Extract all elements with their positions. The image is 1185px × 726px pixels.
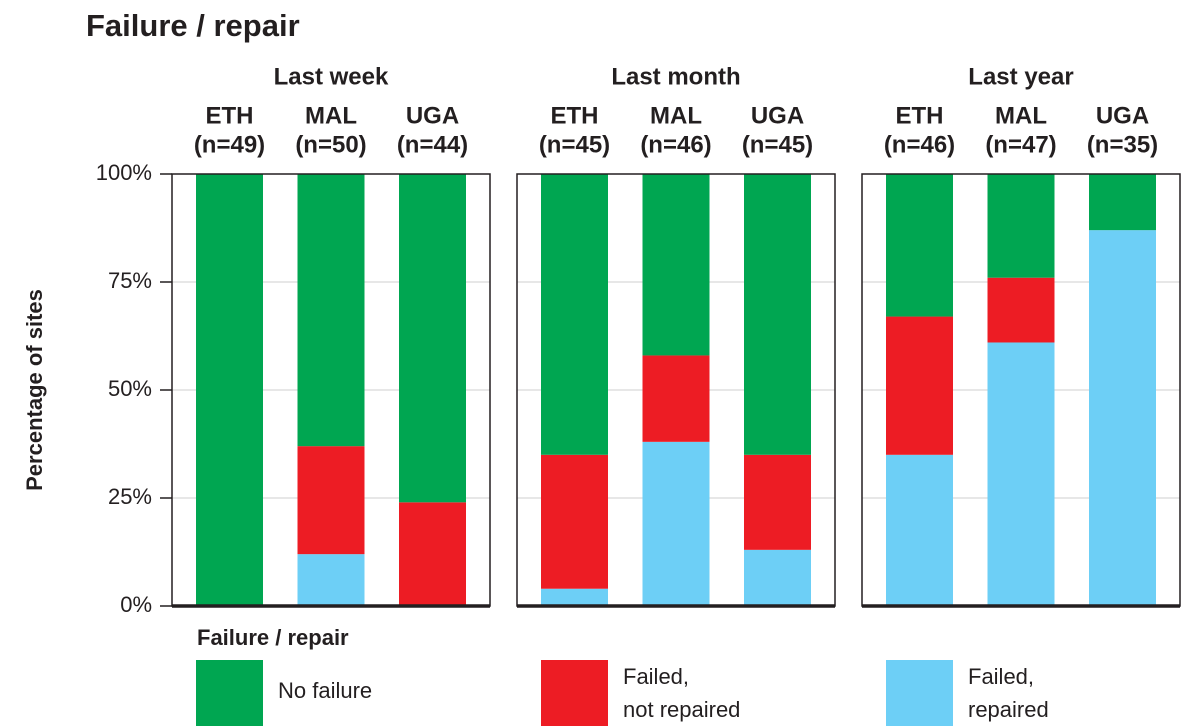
legend-label: not repaired bbox=[623, 697, 740, 722]
bar-segment bbox=[297, 174, 365, 447]
bar-segment bbox=[196, 174, 263, 606]
bar-segment bbox=[297, 446, 365, 555]
sample-size-label: (n=45) bbox=[539, 131, 610, 158]
bar-segment bbox=[744, 174, 811, 455]
y-tick-label: 25% bbox=[108, 484, 152, 509]
bar-segment bbox=[399, 502, 466, 606]
sample-size-label: (n=47) bbox=[985, 131, 1056, 158]
bar-segment bbox=[541, 588, 608, 606]
bar-segment bbox=[744, 549, 811, 606]
chart-title: Failure / repair bbox=[86, 8, 300, 43]
bar-segment bbox=[399, 174, 466, 503]
category-label: MAL bbox=[305, 102, 357, 129]
panel-title: Last year bbox=[968, 63, 1073, 90]
bar-segment bbox=[744, 454, 811, 550]
bar-segment bbox=[642, 174, 710, 356]
category-label: MAL bbox=[995, 102, 1047, 129]
y-tick-label: 75% bbox=[108, 268, 152, 293]
bar-segment bbox=[642, 441, 710, 606]
category-label: UGA bbox=[406, 102, 459, 129]
sample-size-label: (n=45) bbox=[742, 131, 813, 158]
sample-size-label: (n=46) bbox=[884, 131, 955, 158]
bar-segment bbox=[987, 342, 1055, 606]
category-label: UGA bbox=[751, 102, 804, 129]
sample-size-label: (n=35) bbox=[1087, 131, 1158, 158]
category-label: MAL bbox=[650, 102, 702, 129]
category-label: UGA bbox=[1096, 102, 1149, 129]
bar-segment bbox=[1089, 174, 1156, 231]
legend-label: Failed, bbox=[968, 664, 1034, 689]
panel-title: Last week bbox=[274, 63, 389, 90]
legend-swatch bbox=[196, 660, 263, 726]
bar-segment bbox=[541, 174, 608, 455]
bar-segment bbox=[987, 174, 1055, 278]
sample-size-label: (n=44) bbox=[397, 131, 468, 158]
bar-segment bbox=[886, 454, 953, 606]
category-label: ETH bbox=[551, 102, 599, 129]
y-tick-label: 0% bbox=[120, 592, 152, 617]
bar-segment bbox=[297, 554, 365, 606]
sample-size-label: (n=50) bbox=[295, 131, 366, 158]
bar-segment bbox=[1089, 230, 1156, 606]
sample-size-label: (n=49) bbox=[194, 131, 265, 158]
bar-segment bbox=[541, 454, 608, 589]
y-axis-label: Percentage of sites bbox=[22, 289, 47, 491]
sample-size-label: (n=46) bbox=[640, 131, 711, 158]
bar-segment bbox=[886, 174, 953, 317]
y-tick-label: 50% bbox=[108, 376, 152, 401]
legend-swatch bbox=[886, 660, 953, 726]
legend-label: No failure bbox=[278, 678, 372, 703]
y-tick-label: 100% bbox=[96, 160, 152, 185]
category-label: ETH bbox=[206, 102, 254, 129]
bar-segment bbox=[987, 277, 1055, 343]
bar-segment bbox=[886, 316, 953, 455]
legend-title: Failure / repair bbox=[197, 625, 349, 650]
panel-title: Last month bbox=[611, 63, 740, 90]
bar-segment bbox=[642, 355, 710, 442]
legend-label: Failed, bbox=[623, 664, 689, 689]
legend-label: repaired bbox=[968, 697, 1049, 722]
legend-swatch bbox=[541, 660, 608, 726]
category-label: ETH bbox=[896, 102, 944, 129]
